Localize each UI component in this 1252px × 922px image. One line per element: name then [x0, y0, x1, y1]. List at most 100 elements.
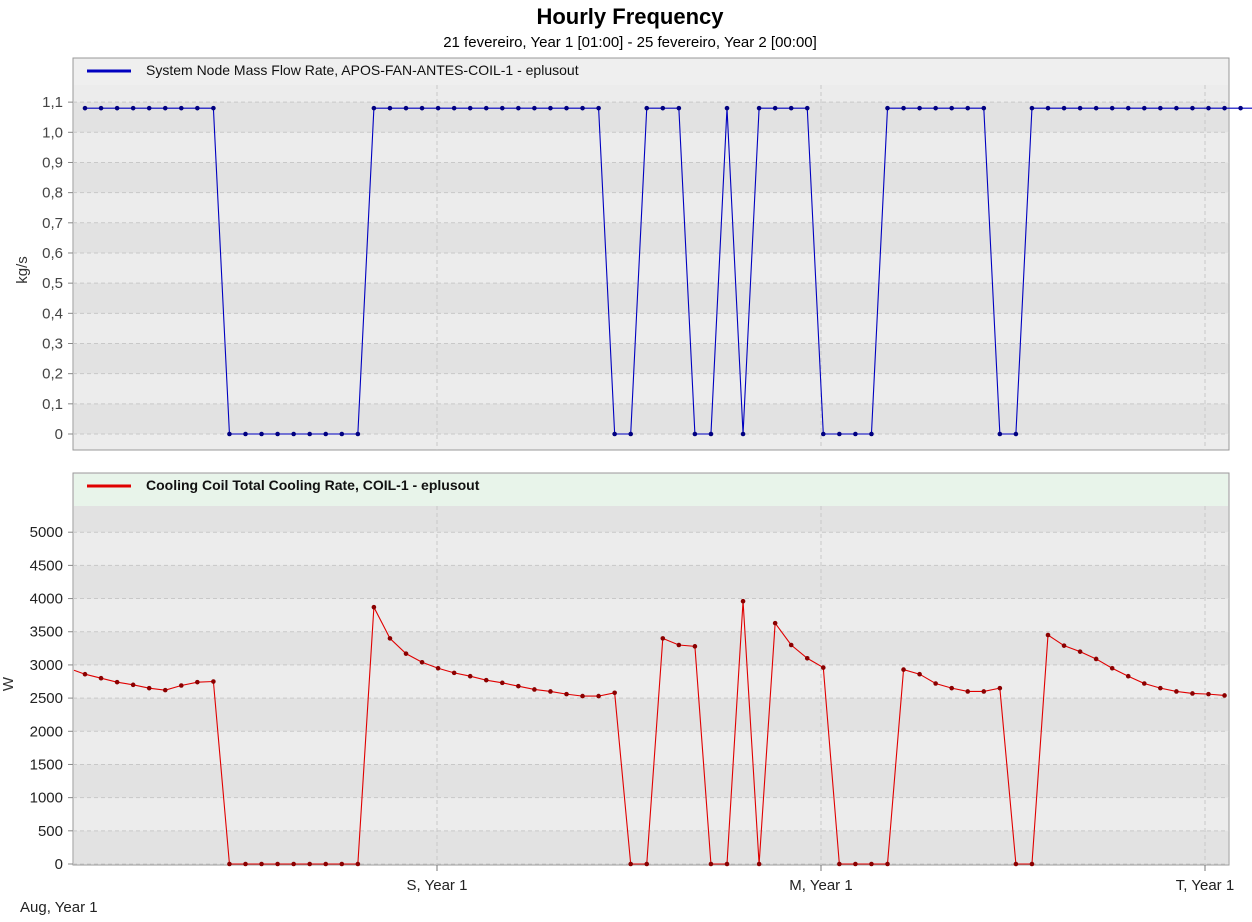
- data-point: [82, 671, 88, 677]
- y-tick-label: 0,7: [42, 215, 63, 232]
- data-point: [692, 431, 698, 437]
- y-tick-label: 5000: [30, 524, 63, 541]
- grid-band: [74, 764, 1228, 798]
- data-point: [1109, 105, 1115, 111]
- data-point: [307, 861, 313, 867]
- data-point: [1013, 431, 1019, 437]
- data-point: [516, 683, 521, 689]
- data-point: [596, 105, 601, 111]
- data-point: [435, 105, 441, 111]
- data-point: [291, 431, 296, 437]
- data-point: [130, 682, 136, 688]
- y-tick-label: 0,2: [42, 366, 63, 383]
- data-point: [981, 689, 987, 694]
- data-point: [1174, 105, 1179, 111]
- data-point: [933, 681, 938, 686]
- data-point: [564, 691, 569, 697]
- data-point: [1029, 861, 1035, 867]
- grid-band: [74, 506, 1228, 533]
- data-point: [467, 105, 473, 111]
- data-point: [1093, 656, 1099, 662]
- data-point: [1125, 673, 1131, 679]
- data-point: [1158, 105, 1163, 111]
- data-point: [387, 636, 393, 641]
- data-point: [1013, 861, 1019, 867]
- data-point: [885, 861, 890, 867]
- data-point: [756, 105, 762, 111]
- data-point: [724, 861, 730, 867]
- data-point: [1222, 693, 1227, 698]
- data-point: [146, 105, 152, 111]
- y-tick-label: 2000: [30, 723, 63, 740]
- data-point: [548, 105, 553, 111]
- grid-band: [74, 222, 1228, 253]
- data-point: [355, 861, 361, 867]
- data-point: [804, 105, 810, 111]
- x-tick-label: M, Year 1: [789, 877, 852, 894]
- data-point: [403, 651, 409, 656]
- legend-area: [74, 59, 1228, 85]
- y-tick-label: 1,0: [42, 124, 63, 141]
- data-point: [195, 679, 200, 685]
- data-point: [740, 431, 746, 437]
- data-point: [1174, 689, 1179, 694]
- data-point: [853, 861, 858, 867]
- data-point: [323, 431, 329, 437]
- data-point: [403, 105, 409, 111]
- x-tick-label: T, Year 1: [1176, 877, 1234, 894]
- data-point: [1206, 691, 1211, 697]
- grid-band: [74, 631, 1228, 665]
- data-point: [676, 642, 682, 648]
- data-point: [339, 861, 345, 867]
- y-tick-label: 3500: [30, 624, 63, 641]
- data-point: [162, 687, 168, 693]
- legend-area: [74, 474, 1228, 506]
- data-point: [708, 861, 714, 867]
- data-point: [837, 431, 842, 437]
- data-point: [451, 105, 457, 111]
- data-point: [981, 105, 987, 111]
- data-point: [644, 861, 650, 867]
- data-point: [612, 690, 617, 696]
- data-point: [869, 431, 874, 437]
- data-point: [1045, 105, 1051, 111]
- x-tick-label: S, Year 1: [407, 877, 468, 894]
- data-point: [243, 861, 248, 867]
- data-point: [869, 861, 874, 867]
- data-point: [435, 665, 441, 671]
- data-point: [114, 679, 120, 685]
- data-point: [387, 105, 393, 111]
- y-tick-label: 0: [55, 426, 63, 443]
- y-tick-label: 0,4: [42, 305, 63, 322]
- data-point: [1190, 691, 1195, 696]
- data-point: [532, 687, 537, 692]
- data-point: [483, 677, 489, 683]
- data-point: [933, 105, 938, 111]
- y-axis-label: kg/s: [14, 256, 31, 284]
- data-point: [1077, 649, 1083, 654]
- y-tick-label: 500: [38, 823, 63, 840]
- y-tick-label: 1500: [30, 756, 63, 773]
- legend-label: Cooling Coil Total Cooling Rate, COIL-1 …: [146, 477, 480, 493]
- data-point: [1061, 643, 1067, 648]
- data-point: [901, 105, 906, 111]
- data-point: [997, 685, 1003, 691]
- grid-band: [74, 162, 1228, 193]
- data-point: [532, 105, 537, 111]
- data-point: [692, 644, 698, 649]
- data-point: [82, 105, 88, 111]
- data-point: [853, 431, 858, 437]
- data-point: [419, 105, 425, 111]
- data-point: [179, 105, 184, 111]
- data-point: [1190, 105, 1195, 111]
- data-point: [1077, 105, 1083, 111]
- y-tick-label: 2500: [30, 690, 63, 707]
- data-point: [275, 861, 280, 867]
- y-axis-label: W: [0, 676, 17, 691]
- data-point: [917, 105, 922, 111]
- data-point: [516, 105, 521, 111]
- y-tick-label: 0,9: [42, 154, 63, 171]
- y-tick-label: 1,1: [42, 94, 63, 111]
- data-point: [291, 861, 296, 867]
- data-point: [788, 105, 794, 111]
